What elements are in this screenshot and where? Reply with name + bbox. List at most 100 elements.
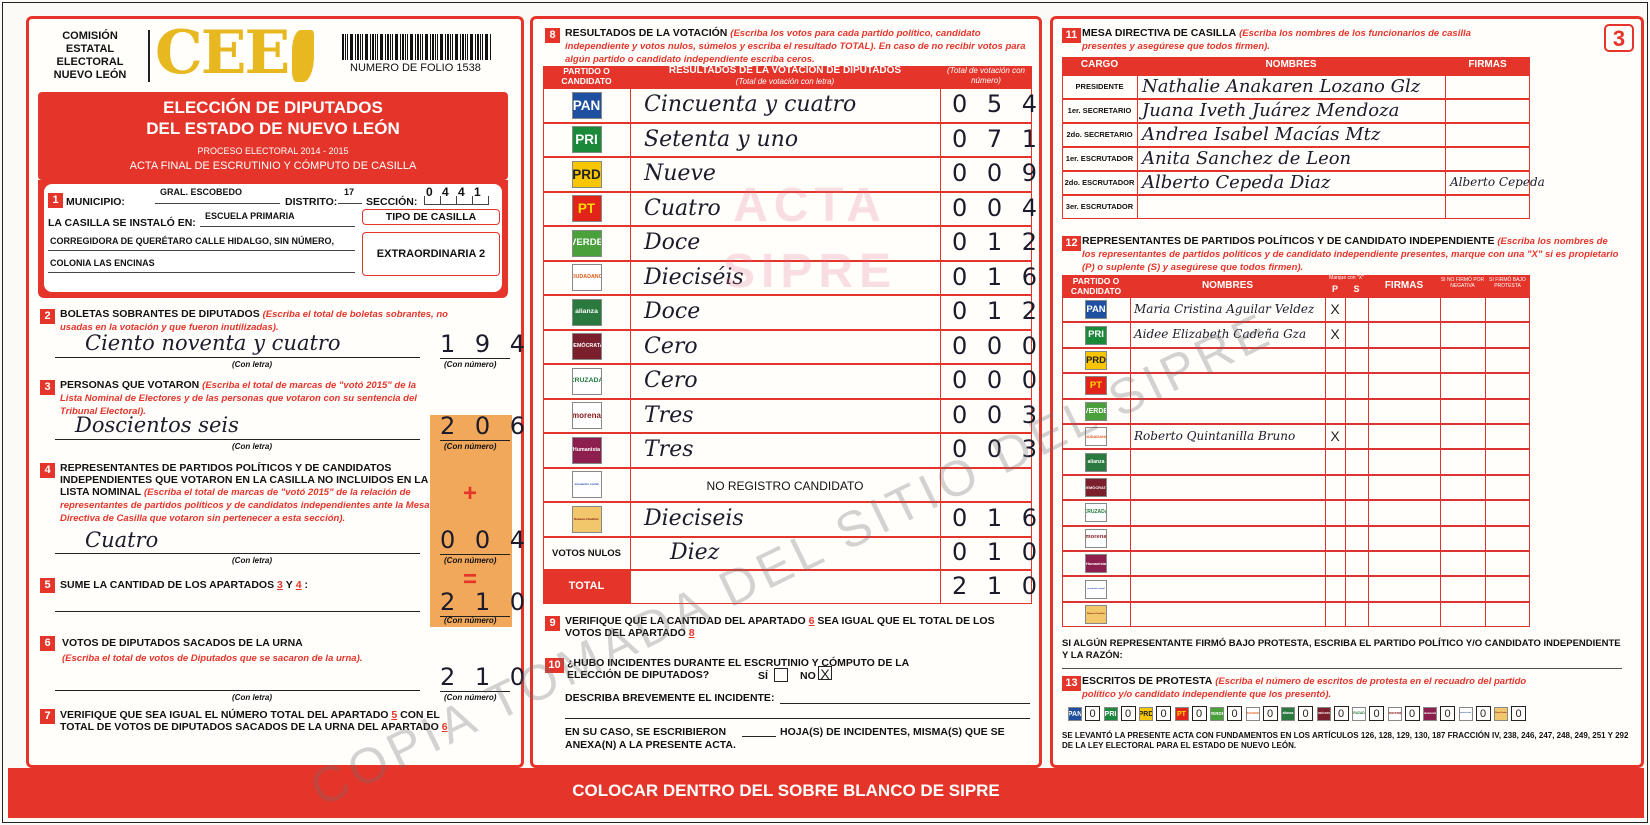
barcode-bar — [457, 34, 458, 60]
footer-text: COLOCAR DENTRO DEL SOBRE BLANCO DE SIPRE — [572, 781, 1000, 800]
party-label: PRI — [1088, 329, 1104, 341]
sign: = — [463, 566, 478, 593]
party-label: encuentro social — [1087, 587, 1105, 590]
col-rule — [630, 191, 631, 226]
col-rule — [1325, 322, 1326, 348]
count: 0 — [1120, 706, 1136, 721]
table-row — [1062, 123, 1530, 147]
party-label: alianza — [1282, 711, 1294, 716]
party-logo: encuentro social — [1458, 707, 1473, 721]
party-label: VERDE — [1085, 407, 1107, 415]
table-row — [543, 122, 1032, 157]
party-logo: Humanista — [1085, 554, 1107, 574]
party-logo: DEMÓCRATA — [1085, 478, 1107, 497]
party-label: encuentro social — [1459, 713, 1472, 715]
barcode-bar — [489, 34, 491, 60]
table-row — [543, 329, 1032, 364]
col-rule — [1345, 347, 1346, 374]
barcode-bar — [362, 34, 363, 60]
barcode-bar — [447, 34, 449, 60]
title-block — [38, 92, 508, 180]
text-run: (Escriba el total de boletas sobrantes, … — [60, 309, 448, 333]
col-rule — [1440, 449, 1441, 475]
table-row — [543, 364, 1032, 399]
party-label: PRD — [1139, 710, 1153, 718]
barcode-bar — [462, 34, 464, 60]
barcode-bar — [414, 34, 416, 60]
count: 0 — [1511, 706, 1526, 721]
col-rule — [630, 157, 631, 192]
barcode-bar — [407, 34, 408, 60]
count: 0 — [1227, 706, 1242, 721]
col-rule — [1485, 297, 1486, 323]
number: 0 1 0 — [952, 537, 1044, 566]
letters: Diez — [670, 539, 720, 565]
caption: (Con letra) — [232, 693, 272, 702]
text-run: 6 — [808, 615, 815, 627]
table-row — [543, 433, 1032, 468]
number: 0 1 2 — [952, 228, 1044, 256]
col-rule — [940, 536, 941, 570]
section-heading: ESCRITOS DE PROTESTA (Escriba el número … — [1082, 675, 1552, 701]
barcode-bar — [357, 34, 359, 60]
name: Aidee Elizabeth Cadeña Gza — [1134, 327, 1307, 342]
col-rule — [1130, 576, 1131, 602]
col-rule — [1440, 525, 1441, 551]
col-header: S — [1353, 284, 1360, 294]
table-row — [543, 226, 1032, 261]
party-label: Rebeca Clouthier — [1087, 613, 1105, 616]
col-rule — [940, 502, 941, 537]
col-rule — [1325, 525, 1326, 551]
col-header: CARGO — [1080, 59, 1119, 70]
col-rule — [1445, 99, 1446, 123]
col-rule — [1345, 373, 1346, 399]
party-logo: CIUDADANO — [571, 264, 602, 292]
col-rule — [1345, 500, 1346, 526]
barcode-bar — [394, 34, 397, 60]
count: 0 — [1369, 706, 1384, 721]
section-heading: RESULTADOS DE LA VOTACIÓN (Escriba los v… — [565, 27, 1030, 66]
col-rule — [1137, 171, 1138, 195]
party-label: PRI — [575, 132, 598, 147]
col-rule — [1485, 322, 1486, 348]
party-label: morena — [572, 410, 601, 420]
col-rule — [1325, 576, 1326, 602]
col-rule — [1440, 500, 1441, 526]
col-rule — [1440, 424, 1441, 450]
party-label: PAN — [1068, 710, 1082, 718]
table-row — [1062, 297, 1530, 323]
barcode-bar — [464, 34, 466, 60]
col-rule — [1445, 195, 1446, 219]
party-logo: DEMÓCRATA — [571, 333, 602, 361]
signature: Alberto Cepeda — [1450, 175, 1545, 189]
section-heading: REPRESENTANTES DE PARTIDOS POLÍTICOS Y D… — [60, 462, 430, 525]
party-label: alianza — [575, 307, 598, 315]
barcode-bar — [397, 34, 398, 60]
cargo: 3er. ESCRUTADOR — [1065, 202, 1134, 211]
party-logo: VERDE — [1210, 707, 1224, 721]
party-logo: morena — [1085, 528, 1107, 548]
number: 0 1 6 — [952, 262, 1044, 291]
party-label: CIUDADANO — [1085, 433, 1107, 439]
col-rule — [1130, 373, 1131, 399]
count: 0 — [1298, 706, 1313, 721]
rule-line — [55, 611, 420, 612]
table-row — [1062, 322, 1530, 348]
rule-line — [565, 718, 1030, 719]
barcode-bar — [409, 34, 412, 60]
name: Alberto Cepeda Diaz — [1142, 172, 1331, 193]
party-label: PRI — [1104, 710, 1117, 718]
barcode-bar — [344, 34, 346, 60]
col-header: PARTIDO O CANDIDATO — [561, 66, 612, 86]
number: 2 1 0 — [952, 571, 1044, 600]
value: GRAL. ESCOBEDO — [160, 187, 243, 197]
party-logo: CRUZADA — [1085, 503, 1107, 523]
letters: Cuatro — [85, 528, 159, 552]
digit-tick — [488, 196, 489, 204]
col-rule — [630, 226, 631, 261]
cargo: 1er. ESCRUTADOR — [1065, 154, 1134, 163]
col-rule — [630, 364, 631, 399]
col-rule — [1445, 147, 1446, 171]
col-rule — [1137, 123, 1138, 147]
table-header — [1062, 57, 1530, 75]
